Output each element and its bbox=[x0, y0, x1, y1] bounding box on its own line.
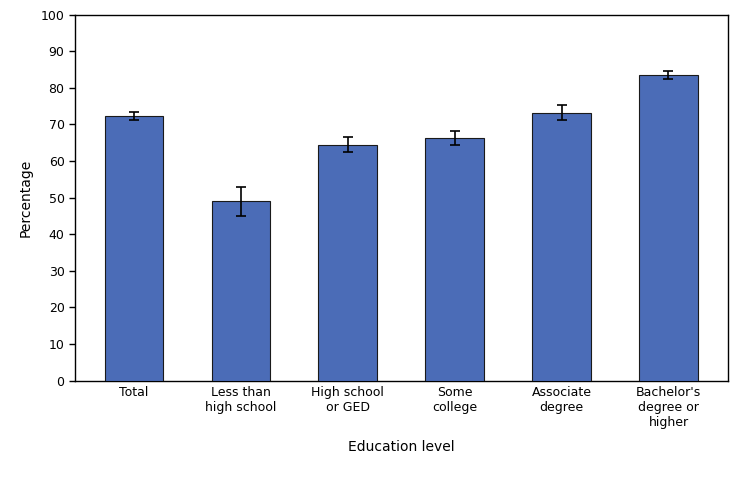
Bar bbox=[639, 75, 698, 381]
Bar bbox=[211, 201, 270, 381]
X-axis label: Education level: Education level bbox=[348, 440, 454, 454]
Y-axis label: Percentage: Percentage bbox=[18, 159, 32, 237]
Bar bbox=[105, 116, 164, 381]
Bar bbox=[532, 113, 591, 381]
Bar bbox=[425, 138, 484, 381]
Bar bbox=[319, 144, 377, 381]
